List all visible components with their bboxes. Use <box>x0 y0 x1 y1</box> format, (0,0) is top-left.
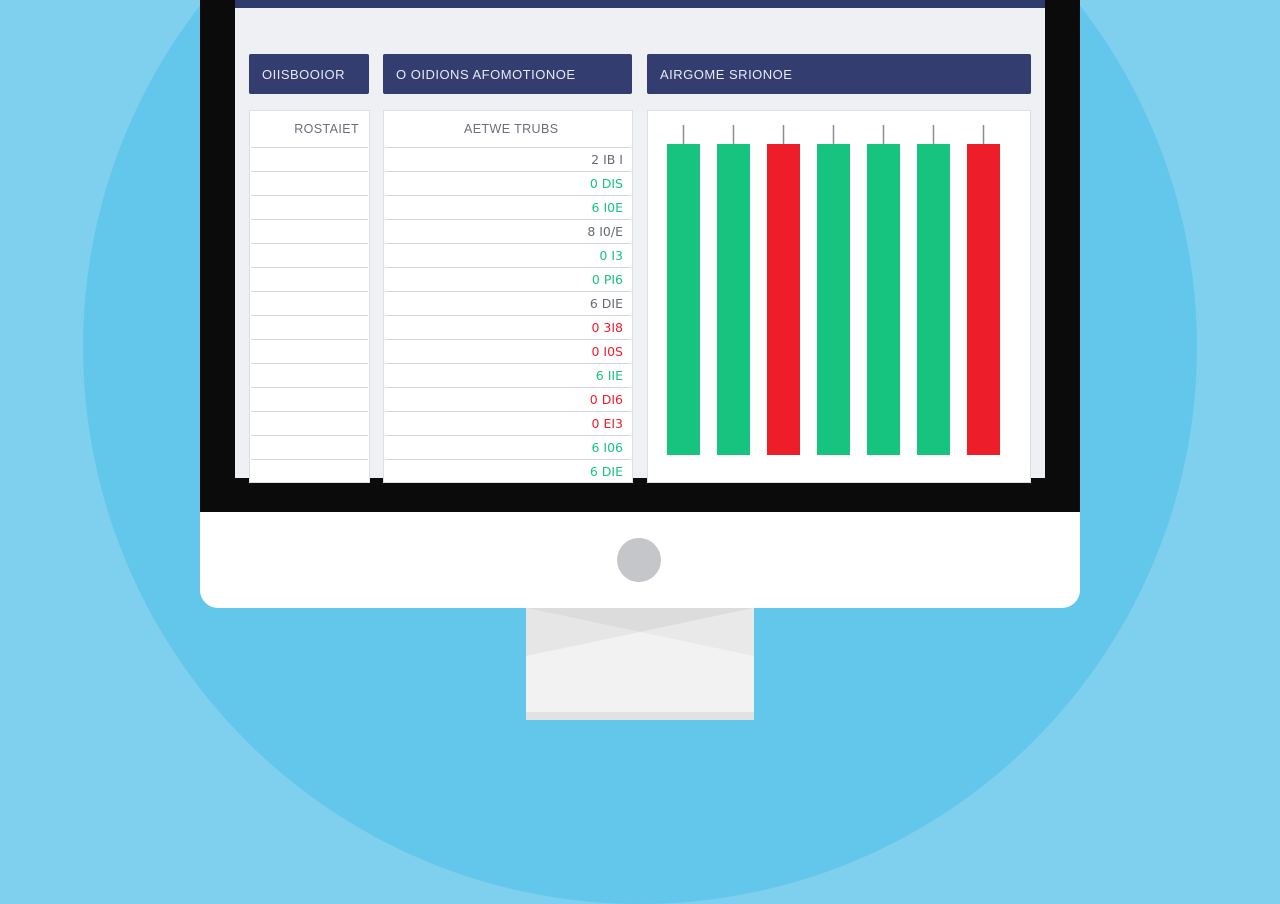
left-table-row[interactable] <box>251 315 368 339</box>
middle-table-row[interactable]: 0 EI3 <box>385 411 631 435</box>
middle-table-row[interactable]: 8 I0/E <box>385 219 631 243</box>
middle-table-row[interactable]: 6 I0E <box>385 195 631 219</box>
middle-panel-title: AETWE TRUBS <box>464 122 559 136</box>
monitor: OIISBOOIOR O OIDIONS AFOMOTIONOE AIRGOME… <box>200 0 1080 608</box>
monitor-bezel: OIISBOOIOR O OIDIONS AFOMOTIONOE AIRGOME… <box>200 0 1080 512</box>
left-panel: ROSTAIET <box>249 110 370 483</box>
middle-table-row[interactable]: 6 IIE <box>385 363 631 387</box>
left-table-row[interactable] <box>251 435 368 459</box>
middle-table-row[interactable]: 0 I3 <box>385 243 631 267</box>
left-table-row[interactable] <box>251 195 368 219</box>
monitor-logo-button <box>617 538 661 582</box>
left-table-row[interactable] <box>251 459 368 483</box>
left-table-row[interactable] <box>251 171 368 195</box>
candle-bar <box>967 144 1000 455</box>
middle-table-row[interactable]: 0 I0S <box>385 339 631 363</box>
candle-bar <box>917 144 950 455</box>
middle-table-row[interactable]: 0 PI6 <box>385 267 631 291</box>
middle-table-row[interactable]: 6 DIE <box>385 291 631 315</box>
left-table-row[interactable] <box>251 387 368 411</box>
candlestick-chart <box>667 125 1000 455</box>
monitor-stand <box>526 608 754 720</box>
left-table-row[interactable] <box>251 339 368 363</box>
left-table-row[interactable] <box>251 363 368 387</box>
left-table-row[interactable] <box>251 147 368 171</box>
middle-table-row[interactable]: 0 3I8 <box>385 315 631 339</box>
left-table-row[interactable] <box>251 219 368 243</box>
candle-bar <box>867 144 900 455</box>
middle-table-row[interactable]: 2 IB I <box>385 147 631 171</box>
left-table-row[interactable] <box>251 267 368 291</box>
middle-table-row[interactable]: 6 I06 <box>385 435 631 459</box>
left-table-row[interactable] <box>251 243 368 267</box>
header-button-middle[interactable]: O OIDIONS AFOMOTIONOE <box>383 54 632 94</box>
middle-table-row[interactable]: 0 DIS <box>385 171 631 195</box>
left-table-row[interactable] <box>251 291 368 315</box>
left-table-row[interactable] <box>251 411 368 435</box>
header-button-right[interactable]: AIRGOME SRIONOE <box>647 54 1031 94</box>
middle-table-row[interactable]: 0 DI6 <box>385 387 631 411</box>
middle-table-row[interactable]: 6 DIE <box>385 459 631 483</box>
left-panel-title: ROSTAIET <box>294 122 359 136</box>
chart-panel <box>647 110 1031 483</box>
top-strip <box>235 0 1045 8</box>
header-button-left[interactable]: OIISBOOIOR <box>249 54 369 94</box>
candle-bar <box>717 144 750 455</box>
candle-bar <box>817 144 850 455</box>
candle-bar <box>767 144 800 455</box>
screen: OIISBOOIOR O OIDIONS AFOMOTIONOE AIRGOME… <box>235 0 1045 483</box>
candle-bar <box>667 144 700 455</box>
